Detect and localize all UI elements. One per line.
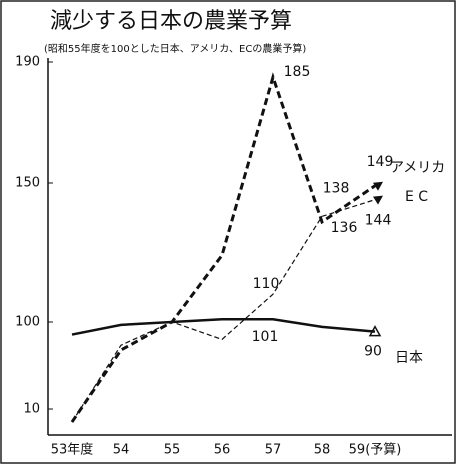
x-tick-label: 58 (314, 443, 331, 458)
chart-title: 減少する日本の農業予算 (50, 9, 292, 34)
y-tick-label: 10 (23, 402, 40, 417)
y-tick-label: 150 (15, 176, 40, 191)
y-tick-label: 100 (15, 315, 40, 330)
legend-label: E C (405, 189, 428, 205)
value-label: 185 (284, 64, 311, 80)
x-tick-label: 53年度 (51, 442, 94, 458)
x-tick-label: 56 (214, 443, 231, 458)
end-marker (368, 325, 382, 337)
x-tick-label: 57 (265, 443, 282, 458)
series-line (70, 72, 376, 423)
chart-subtitle: (昭和55年度を100とした日本、アメリカ、ECの農業予算) (44, 42, 306, 55)
end-arrow (373, 181, 383, 191)
value-label: 136 (331, 220, 358, 236)
series-line (71, 199, 376, 423)
x-tick-label: 54 (113, 443, 130, 458)
value-label: 90 (364, 344, 382, 360)
value-label: 144 (365, 213, 392, 229)
x-tick-label: 55 (164, 443, 181, 458)
legend-label: 日本 (395, 350, 423, 366)
legend-label: アメリカ (390, 160, 445, 176)
series-line (71, 317, 376, 336)
value-label: 149 (367, 154, 394, 170)
x-tick-label: 59(予算) (349, 443, 402, 458)
value-label: 101 (252, 329, 279, 345)
value-label: 138 (323, 180, 350, 196)
value-label: 110 (253, 276, 280, 292)
end-arrow (373, 195, 383, 205)
y-tick-label: 190 (15, 55, 40, 70)
